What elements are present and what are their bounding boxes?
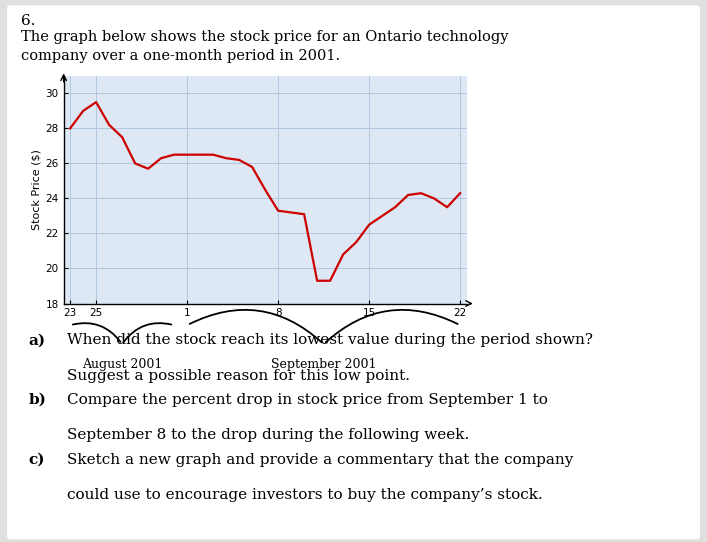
Text: September 2001: September 2001: [271, 358, 376, 371]
Y-axis label: Stock Price ($): Stock Price ($): [31, 149, 41, 230]
Text: could use to encourage investors to buy the company’s stock.: could use to encourage investors to buy …: [67, 488, 543, 502]
Text: August 2001: August 2001: [82, 358, 163, 371]
Text: The graph below shows the stock price for an Ontario technology: The graph below shows the stock price fo…: [21, 30, 509, 44]
Text: company over a one-month period in 2001.: company over a one-month period in 2001.: [21, 49, 340, 63]
FancyBboxPatch shape: [7, 5, 700, 539]
Text: Sketch a new graph and provide a commentary that the company: Sketch a new graph and provide a comment…: [67, 453, 573, 467]
Text: Suggest a possible reason for this low point.: Suggest a possible reason for this low p…: [67, 369, 410, 383]
Text: c): c): [28, 453, 45, 467]
Text: 6.: 6.: [21, 14, 36, 28]
Text: Compare the percent drop in stock price from September 1 to: Compare the percent drop in stock price …: [67, 393, 548, 407]
Text: b): b): [28, 393, 46, 407]
Text: a): a): [28, 333, 45, 347]
Text: When did the stock reach its lowest value during the period shown?: When did the stock reach its lowest valu…: [67, 333, 593, 347]
Text: September 8 to the drop during the following week.: September 8 to the drop during the follo…: [67, 428, 469, 442]
